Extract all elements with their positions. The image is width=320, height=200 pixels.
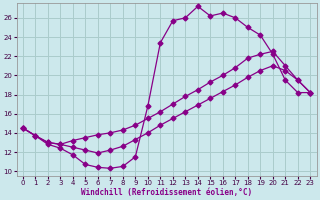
X-axis label: Windchill (Refroidissement éolien,°C): Windchill (Refroidissement éolien,°C) xyxy=(81,188,252,197)
